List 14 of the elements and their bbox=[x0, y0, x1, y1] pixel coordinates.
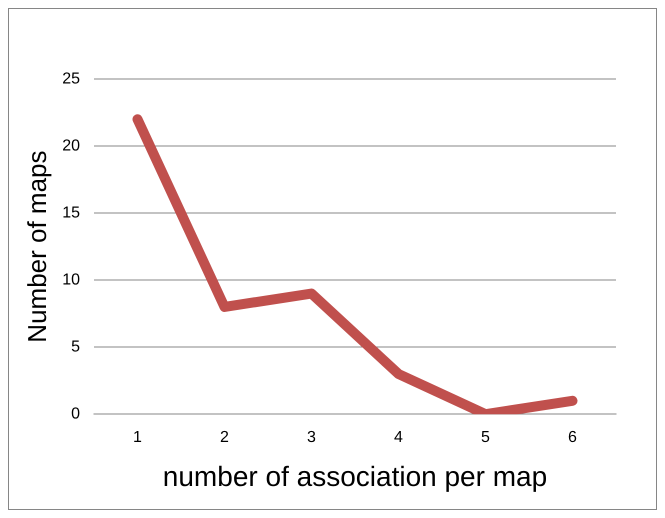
y-tick-label: 5 bbox=[71, 338, 80, 356]
y-tick-label: 10 bbox=[62, 272, 80, 289]
y-tick-label: 0 bbox=[71, 406, 80, 423]
y-axis-title: Number of maps bbox=[22, 150, 52, 343]
x-tick-label: 2 bbox=[220, 429, 230, 446]
x-tick-label: 5 bbox=[481, 429, 490, 446]
y-tick-label: 20 bbox=[62, 137, 80, 154]
x-tick-label: 1 bbox=[133, 429, 142, 446]
x-tick-label: 4 bbox=[394, 429, 404, 446]
x-axis-title: number of association per map bbox=[162, 460, 548, 492]
y-tick-label: 25 bbox=[62, 70, 80, 88]
y-tick-label: 15 bbox=[62, 204, 80, 222]
x-tick-label: 3 bbox=[307, 429, 316, 446]
x-tick-label: 6 bbox=[568, 429, 578, 446]
